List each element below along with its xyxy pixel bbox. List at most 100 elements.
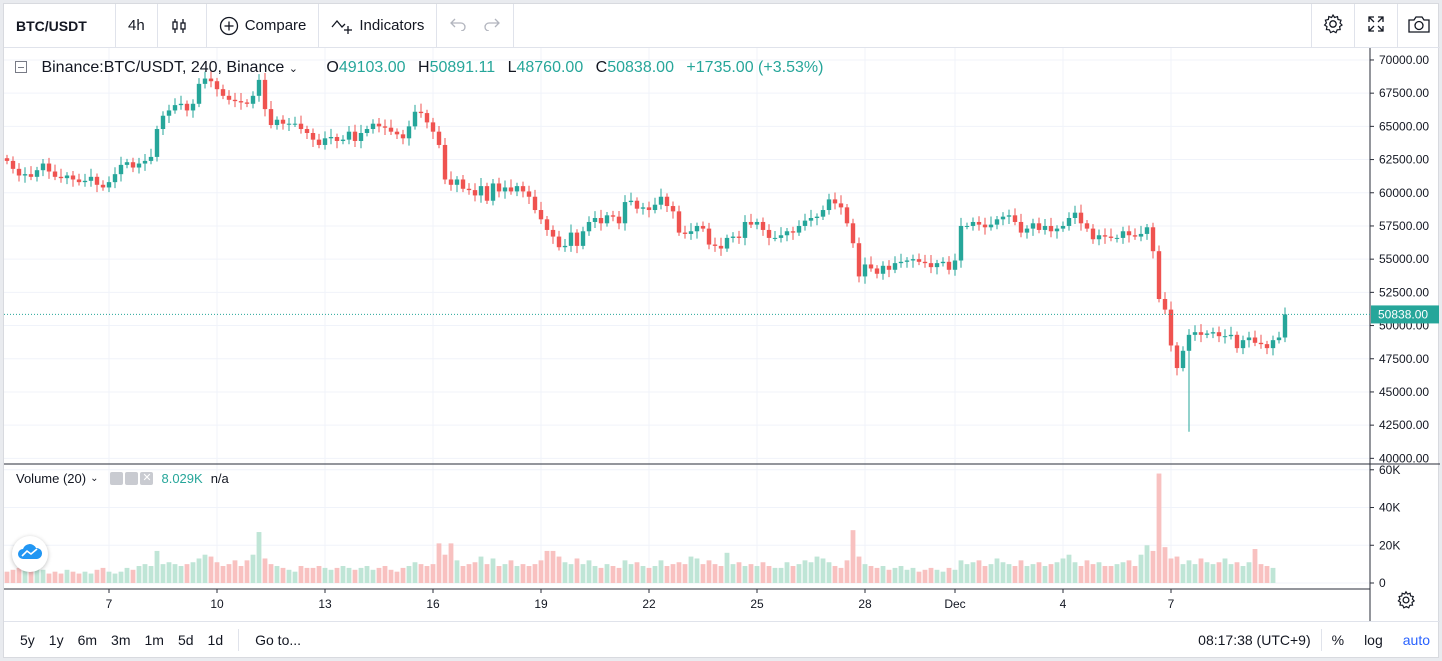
candle-body [298,123,304,130]
volume-bar [64,569,70,583]
volume-bar [1216,562,1222,583]
candle-body [232,99,238,102]
candle-body [676,211,682,233]
candle-body [520,186,526,192]
volume-bar [1246,562,1252,583]
legend-symbol[interactable]: Binance:BTC/USDT, 240, Binance [41,59,285,76]
volume-bar [184,564,190,583]
chart-canvas[interactable]: 70000.00 67500.00 65000.00 62500.00 60000.00… [4,48,1440,621]
redo-button[interactable] [479,3,515,48]
candle-body [838,203,844,208]
volume-bar [364,566,370,583]
candle-body [1192,332,1198,335]
candle-body [718,245,724,249]
snapshot-button[interactable] [1397,3,1440,48]
candle-body [94,176,100,185]
candle-body [1006,215,1012,217]
undo-button[interactable] [437,4,479,48]
volume-bar [532,564,538,583]
candle-body [670,206,676,212]
settings-button[interactable] [1311,3,1354,48]
range-1y[interactable]: 1y [48,632,64,648]
compare-button[interactable]: Compare [207,3,320,48]
candle-body [526,191,532,197]
range-1m[interactable]: 1m [144,632,164,648]
candle-body [460,179,466,189]
volume-bar [196,558,202,583]
volume-bar [964,564,970,583]
volume-bar [634,562,640,583]
interval-button[interactable]: 4h [116,3,158,48]
range-1d[interactable]: 1d [207,632,224,648]
percent-toggle[interactable]: % [1331,632,1345,648]
volume-bar [880,566,886,583]
goto-button[interactable]: Go to... [255,632,302,648]
volume-bar [412,562,418,583]
candle-body [628,200,634,203]
volume-bar [772,567,778,583]
clock-time[interactable]: 08:17:38 (UTC+9) [1198,632,1311,648]
volume-bar [166,562,172,583]
candle-body [1042,225,1048,230]
indicators-button[interactable]: Indicators [319,3,438,48]
volume-label[interactable]: Volume (20) [16,471,87,486]
candle-body [118,164,124,175]
candle-body [424,113,430,123]
volume-bar [304,567,310,583]
volume-bar [850,530,856,583]
gear-icon[interactable] [125,472,139,485]
fullscreen-button[interactable] [1354,3,1397,48]
volume-ma-value: n/a [210,471,229,486]
chevron-down-icon[interactable]: ⌄ [288,63,298,75]
timescale-settings-button[interactable] [1396,590,1416,610]
chart-type-button[interactable] [158,3,207,48]
close-icon[interactable]: ✕ [140,472,154,485]
candle-body [574,232,580,246]
candle-body [1072,212,1078,218]
candle-body [256,79,262,96]
candle-body [28,174,34,177]
last-price-label: 50838.00 [1378,307,1428,321]
legend-collapse-icon[interactable] [15,61,27,73]
log-toggle[interactable]: log [1364,632,1383,648]
candle-body [604,215,610,224]
volume-bar [604,564,610,583]
candle-body [1180,350,1186,369]
candle-body [442,144,448,180]
volume-bar [1018,560,1024,583]
candle-body [592,217,598,222]
volume-bar [448,543,454,583]
volume-bar [1186,560,1192,583]
volume-bar [28,570,34,583]
symbol-button[interactable]: BTC/USDT [4,3,116,48]
volume-bar [376,567,382,583]
candle-body [904,260,910,262]
candle-body [502,187,508,192]
volume-bar [508,560,514,583]
range-6m[interactable]: 6m [77,632,98,648]
volume-bar [1066,554,1072,583]
candle-body [748,221,754,225]
volume-bar [526,566,532,583]
candle-body [220,89,226,96]
volume-bar [1198,558,1204,583]
chevron-down-icon[interactable]: ⌄ [90,473,99,484]
auto-toggle[interactable]: auto [1402,632,1430,648]
volume-bar [310,567,316,583]
range-5d[interactable]: 5d [177,632,194,648]
volume-bar [280,567,286,583]
volume-bar [76,573,82,583]
eye-icon[interactable] [110,472,124,485]
candle-body [538,210,544,220]
compare-label: Compare [244,17,307,34]
candle-body [532,196,538,211]
volume-bar [688,556,694,583]
candle-body [568,232,574,246]
candle-body [172,105,178,111]
range-3m[interactable]: 3m [111,632,131,648]
logo-badge[interactable] [12,536,48,572]
candle-body [1168,309,1174,346]
volume-bar [1252,549,1258,583]
candle-body [262,79,268,110]
range-5y[interactable]: 5y [20,632,35,648]
